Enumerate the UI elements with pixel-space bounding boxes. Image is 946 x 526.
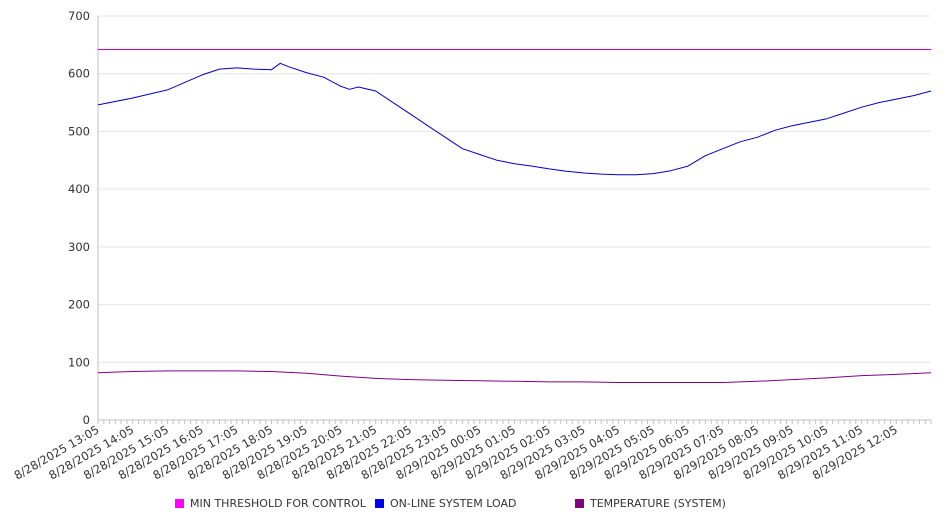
legend-label-temperature: TEMPERATURE (SYSTEM): [590, 497, 726, 510]
series-lines: [97, 49, 932, 383]
legend: MIN THRESHOLD FOR CONTROL ON-LINE SYSTEM…: [0, 497, 946, 515]
legend-item-system-load[interactable]: ON-LINE SYSTEM LOAD: [375, 497, 516, 510]
y-tick-label: 200: [68, 298, 90, 312]
legend-item-temperature[interactable]: TEMPERATURE (SYSTEM): [575, 497, 726, 510]
gridlines: [98, 15, 931, 363]
legend-label-system-load: ON-LINE SYSTEM LOAD: [390, 497, 517, 510]
legend-swatch-temperature: [575, 499, 584, 508]
y-tick-label: 400: [68, 182, 90, 196]
y-tick-label: 300: [68, 240, 90, 254]
axes: [97, 16, 931, 421]
y-tick-label: 0: [83, 413, 90, 427]
series-line-temperature: [97, 370, 932, 383]
legend-item-min-threshold[interactable]: MIN THRESHOLD FOR CONTROL: [175, 497, 366, 510]
y-tick-label: 100: [68, 355, 90, 369]
series-line-system-load: [97, 62, 932, 176]
legend-label-min-threshold: MIN THRESHOLD FOR CONTROL: [190, 497, 366, 510]
y-axis-ticks: 0 100 200 300 400 500 600 700: [68, 9, 90, 427]
legend-swatch-system-load: [375, 499, 384, 508]
y-tick-label: 500: [68, 124, 90, 138]
legend-swatch-min-threshold: [175, 499, 184, 508]
y-tick-label: 600: [68, 67, 90, 81]
x-axis-ticks: 8/28/2025 13:058/28/2025 14:058/28/2025 …: [12, 420, 932, 482]
y-tick-label: 700: [68, 9, 90, 23]
